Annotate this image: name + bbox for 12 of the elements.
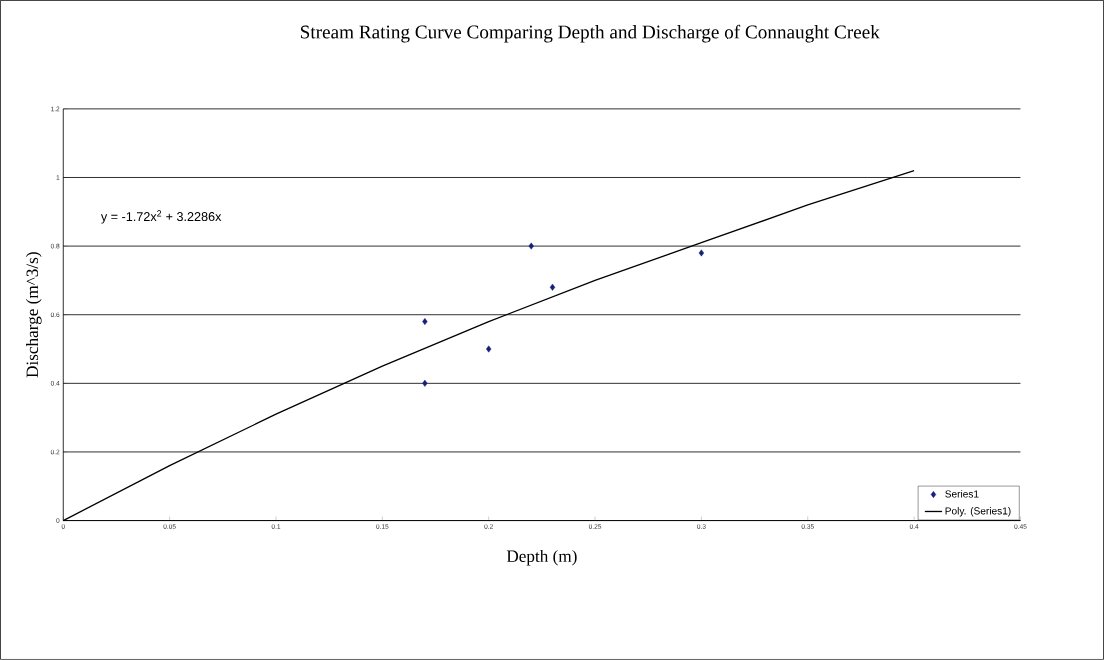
point: [422, 379, 428, 387]
point: [486, 345, 492, 353]
legend-label: Series1: [945, 490, 979, 498]
x-axis-title: Depth (m): [506, 549, 577, 566]
annotation: y = -1.72x$^{2}$ + 3.2286x: [100, 210, 222, 224]
point: [549, 283, 556, 291]
legend-label: Poly. (Series1): [945, 507, 1011, 517]
y-axis-title: Discharge (m^3/s): [26, 252, 42, 378]
point: [422, 318, 428, 326]
chart-title: Stream Rating Curve Comparing Depth and Discharge of Connaught Creek: [300, 24, 880, 43]
point: [528, 242, 534, 250]
point: [698, 249, 705, 257]
